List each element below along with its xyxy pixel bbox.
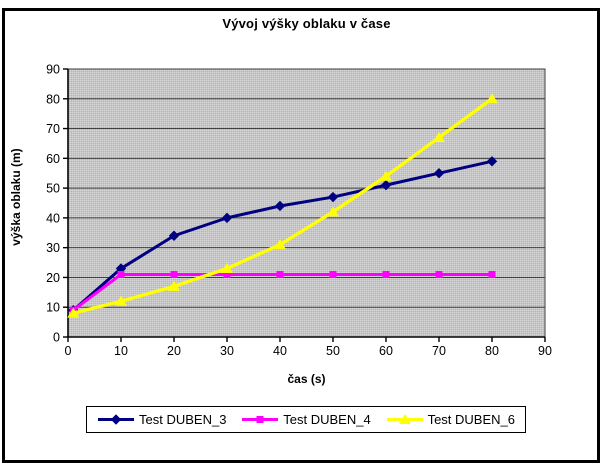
svg-text:60: 60 <box>379 344 393 358</box>
square-marker-icon <box>242 416 279 423</box>
legend-label: Test DUBEN_3 <box>139 412 227 427</box>
x-axis-title: čas (s) <box>287 372 326 386</box>
triangle-marker-icon <box>386 414 423 424</box>
svg-text:20: 20 <box>167 344 181 358</box>
legend: Test DUBEN_3 Test DUBEN_4 Test DUBEN_6 <box>86 406 526 433</box>
legend-item: Test DUBEN_4 <box>241 412 371 427</box>
chart-title: Vývoj výšky oblaku v čase <box>222 16 391 31</box>
svg-text:60: 60 <box>46 152 60 166</box>
diamond-marker-icon <box>98 414 134 425</box>
svg-text:80: 80 <box>46 92 60 106</box>
svg-text:90: 90 <box>538 344 552 358</box>
legend-item: Test DUBEN_3 <box>97 412 226 427</box>
svg-text:50: 50 <box>326 344 340 358</box>
svg-text:80: 80 <box>485 344 499 358</box>
svg-text:70: 70 <box>432 344 446 358</box>
svg-text:90: 90 <box>46 63 60 77</box>
legend-item: Test DUBEN_6 <box>386 412 515 427</box>
legend-label: Test DUBEN_4 <box>283 412 371 427</box>
svg-text:30: 30 <box>46 241 60 255</box>
svg-text:0: 0 <box>53 331 60 345</box>
svg-text:30: 30 <box>220 344 234 358</box>
svg-text:50: 50 <box>46 182 60 196</box>
legend-label: Test DUBEN_6 <box>427 412 515 427</box>
svg-text:10: 10 <box>114 344 128 358</box>
svg-text:0: 0 <box>65 344 72 358</box>
svg-text:40: 40 <box>273 344 287 358</box>
svg-text:40: 40 <box>46 211 60 225</box>
svg-text:70: 70 <box>46 122 60 136</box>
svg-text:20: 20 <box>46 271 60 285</box>
svg-text:10: 10 <box>46 301 60 315</box>
